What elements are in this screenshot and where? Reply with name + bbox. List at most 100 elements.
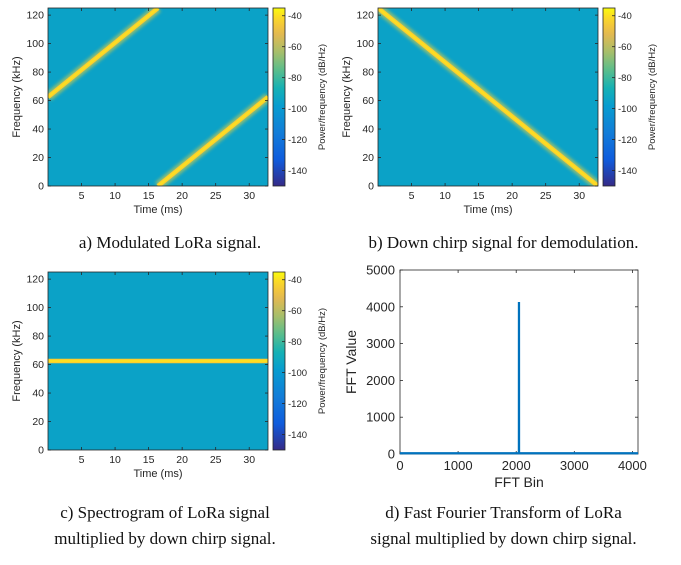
- y-axis-label: Frequency (kHz): [341, 56, 353, 137]
- y-tick-label: 5000: [366, 263, 395, 278]
- x-tick-label: 0: [396, 458, 403, 473]
- fft-chart: 0 1000 2000 3000 4000 0 1000 2000 3000 4000 5000 FF…: [343, 263, 647, 491]
- y-tick-label: 100: [356, 38, 374, 50]
- trace-core: [48, 8, 159, 98]
- y-tick-label: 100: [26, 302, 44, 314]
- y-axis-label: Frequency (kHz): [11, 320, 23, 401]
- caption-c-line1: c) Spectrogram of LoRa signal: [60, 503, 270, 522]
- x-tick-label: 10: [109, 190, 121, 202]
- colorbar-tick-label: -80: [288, 337, 302, 348]
- x-tick-label: 20: [176, 190, 188, 202]
- colorbar: [602, 7, 616, 187]
- y-tick-label: 80: [32, 331, 44, 343]
- y-tick-label: 60: [32, 95, 44, 107]
- colorbar-tick-label: -100: [288, 104, 307, 115]
- y-tick-label: 0: [388, 447, 395, 462]
- trace-core: [157, 96, 268, 186]
- x-tick-label: 10: [439, 190, 451, 202]
- y-tick-label: 0: [38, 181, 44, 193]
- y-tick-label: 1000: [366, 410, 395, 425]
- x-axis-label: Time (ms): [463, 204, 512, 216]
- x-tick-label: 5: [79, 454, 85, 466]
- x-tick-label: 15: [143, 190, 155, 202]
- caption-d-line2: signal multiplied by down chirp signal.: [370, 529, 637, 548]
- x-tick-label: 25: [210, 190, 222, 202]
- colorbar-tick-label: -100: [288, 368, 307, 379]
- x-axis-label: Time (ms): [133, 204, 182, 216]
- colorbar-tick-label: -40: [288, 275, 302, 286]
- y-tick-label: 120: [26, 274, 44, 286]
- colorbar-tick-label: -100: [618, 104, 637, 115]
- y-tick-label: 40: [362, 124, 374, 136]
- y-tick-label: 0: [38, 445, 44, 457]
- colorbar-tick-label: -140: [288, 166, 307, 177]
- colorbar: [272, 7, 286, 187]
- spectrogram-down-chirp-panel: 5 10 15 20 25 30 0 20 40 60 80 100 120 Time (ms) Frequ…: [330, 0, 670, 225]
- x-tick-label: 20: [176, 454, 188, 466]
- x-tick-label: 30: [573, 190, 585, 202]
- colorbar-label: Power/frequency (dB/Hz): [647, 44, 658, 150]
- spectrogram-modulated-chart: 5 10 15 20 25 30 0 20 40 60 80 100 120 Time (ms) Frequ…: [11, 7, 328, 216]
- x-tick-label: 5: [409, 190, 415, 202]
- colorbar-tick-label: -140: [288, 430, 307, 441]
- spectrogram-background: [48, 8, 268, 186]
- x-tick-label: 4000: [618, 458, 647, 473]
- colorbar-label: Power/frequency (dB/Hz): [317, 44, 328, 150]
- y-tick-label: 20: [362, 152, 374, 164]
- axes-box: [47, 7, 269, 187]
- trace-core: [378, 8, 598, 186]
- colorbar-tick-label: -60: [618, 42, 632, 53]
- spectrogram-traces: [48, 8, 268, 186]
- spectrogram-modulated-panel: 5 10 15 20 25 30 0 20 40 60 80 100 120 Time (ms) Frequ…: [0, 0, 340, 225]
- y-tick-label: 20: [32, 416, 44, 428]
- colorbar-tick-label: -40: [288, 11, 302, 22]
- y-tick-label: 100: [26, 38, 44, 50]
- y-tick-label: 4000: [366, 299, 395, 314]
- fft-series-line: [400, 302, 638, 455]
- y-axis-label: Frequency (kHz): [11, 56, 23, 137]
- x-tick-label: 15: [143, 454, 155, 466]
- colorbar-tick-label: -140: [618, 166, 637, 177]
- colorbar-tick-label: -120: [288, 135, 307, 146]
- x-tick-label: 20: [506, 190, 518, 202]
- y-tick-label: 40: [32, 388, 44, 400]
- x-tick-label: 30: [243, 454, 255, 466]
- x-tick-label: 10: [109, 454, 121, 466]
- x-tick-label: 5: [79, 190, 85, 202]
- y-tick-label: 80: [362, 67, 374, 79]
- colorbar-tick-label: -120: [288, 399, 307, 410]
- axes-box: [47, 271, 269, 451]
- y-tick-label: 60: [362, 95, 374, 107]
- spectrogram-dechirped-panel: 5 10 15 20 25 30 0 20 40 60 80 100 120 Time (ms) Frequ…: [0, 264, 340, 489]
- y-tick-label: 20: [32, 152, 44, 164]
- colorbar-label: Power/frequency (dB/Hz): [317, 308, 328, 414]
- x-tick-label: 1000: [444, 458, 473, 473]
- y-tick-label: 120: [356, 10, 374, 22]
- x-tick-label: 3000: [560, 458, 589, 473]
- y-tick-label: 3000: [366, 336, 395, 351]
- y-axis-label: FFT Value: [343, 330, 359, 394]
- axes-box: [377, 7, 599, 187]
- colorbar-tick-label: -120: [618, 135, 637, 146]
- x-tick-label: 15: [473, 190, 485, 202]
- spectrogram-traces: [378, 8, 598, 186]
- colorbar-tick-label: -80: [618, 73, 632, 84]
- fft-panel: 0 1000 2000 3000 4000 0 1000 2000 3000 4000 5000 FF…: [330, 258, 670, 498]
- x-axis-label: FFT Bin: [494, 474, 544, 490]
- colorbar-tick-label: -80: [288, 73, 302, 84]
- y-tick-label: 40: [32, 124, 44, 136]
- y-tick-label: 0: [368, 181, 374, 193]
- caption-a: a) Modulated LoRa signal.: [78, 233, 262, 252]
- spectrogram-dechirped-chart: 5 10 15 20 25 30 0 20 40 60 80 100 120 Time (ms) Frequ…: [11, 271, 328, 480]
- caption-d-line1: d) Fast Fourier Transform of LoRa: [385, 503, 622, 522]
- spectrogram-down-chirp-chart: 5 10 15 20 25 30 0 20 40 60 80 100 120 Time (ms) Frequ…: [341, 7, 658, 216]
- caption-c-line2: multiplied by down chirp signal.: [54, 529, 276, 548]
- colorbar-tick-label: -40: [618, 11, 632, 22]
- x-tick-label: 2000: [502, 458, 531, 473]
- y-tick-label: 120: [26, 10, 44, 22]
- x-tick-label: 25: [210, 454, 222, 466]
- colorbar: [272, 271, 286, 451]
- y-tick-label: 2000: [366, 373, 395, 388]
- x-axis-label: Time (ms): [133, 468, 182, 480]
- x-tick-label: 25: [540, 190, 552, 202]
